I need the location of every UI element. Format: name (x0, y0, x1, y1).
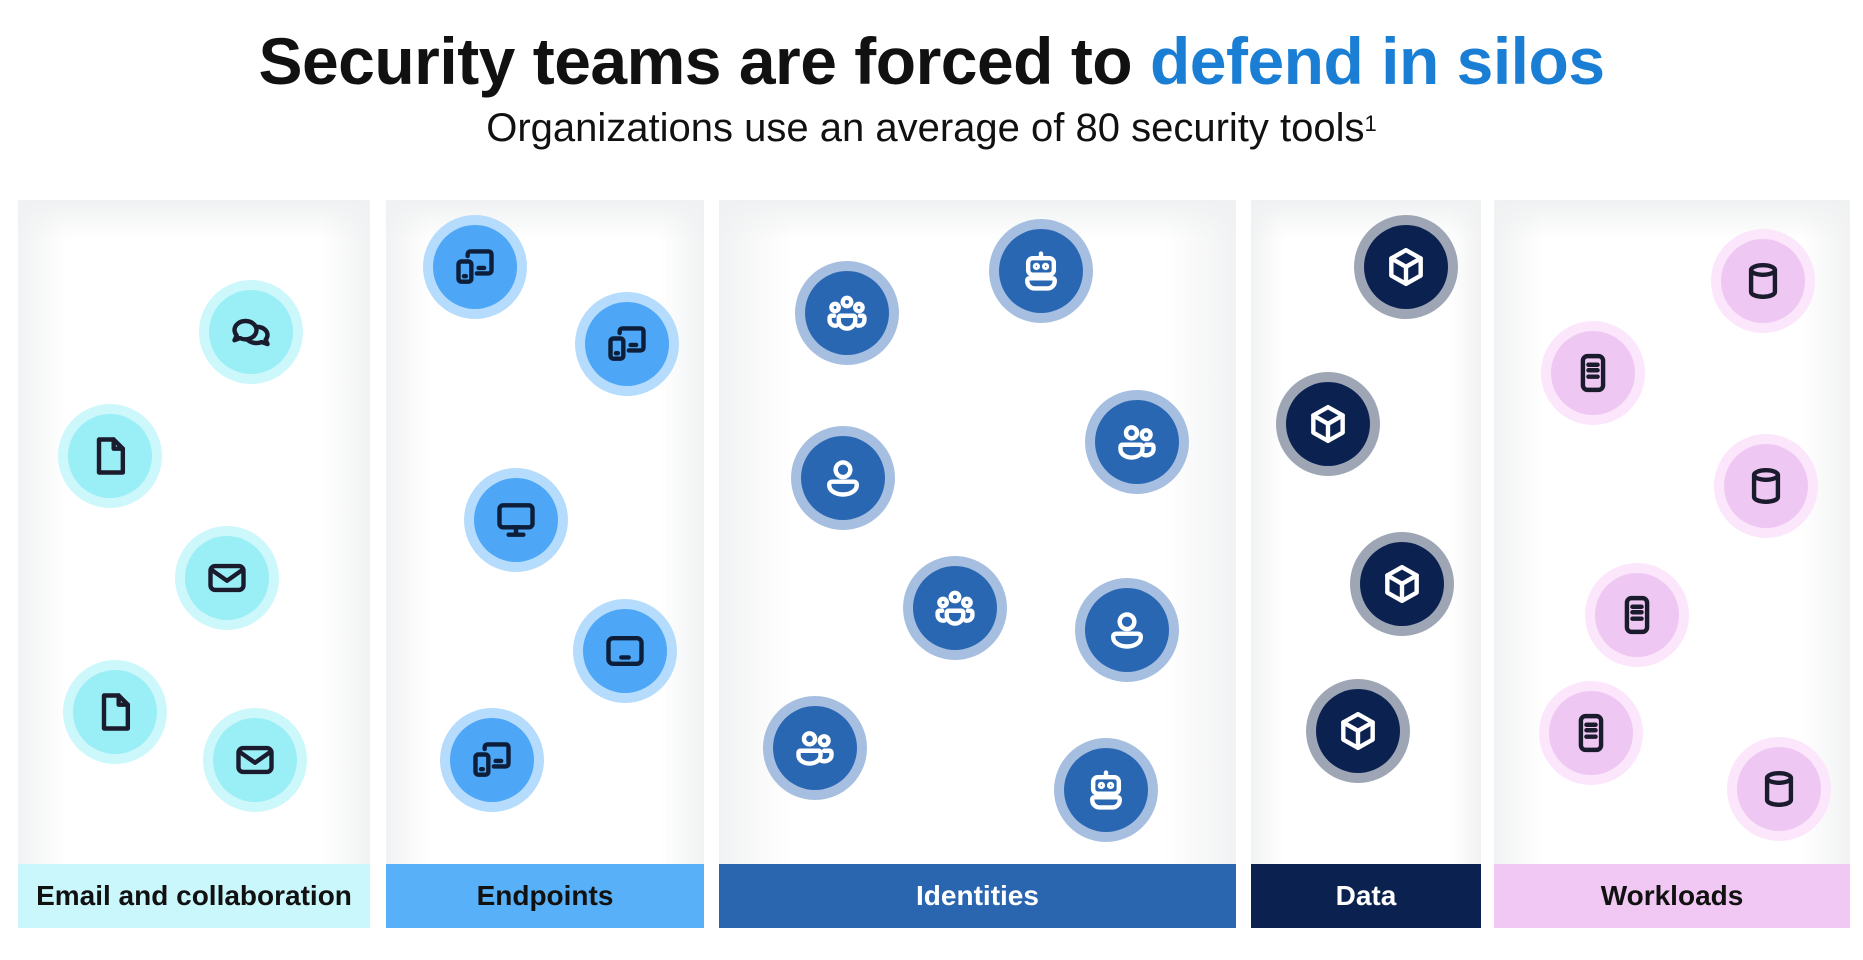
server-icon (1585, 563, 1689, 667)
cube-icon (1306, 679, 1410, 783)
column-label-workloads: Workloads (1494, 864, 1850, 928)
page-subtitle: Organizations use an average of 80 secur… (0, 104, 1863, 152)
tablet-icon (573, 599, 677, 703)
devices-icon (423, 215, 527, 319)
group-icon (795, 261, 899, 365)
cube-icon (1276, 372, 1380, 476)
people-icon (763, 696, 867, 800)
mail-icon (203, 708, 307, 812)
bot-icon (1054, 738, 1158, 842)
devices-icon (440, 708, 544, 812)
title-main: Security teams are forced to (258, 24, 1133, 98)
server-icon (1541, 321, 1645, 425)
column-label-endpoints: Endpoints (386, 864, 704, 928)
column-label-data: Data (1251, 864, 1481, 928)
column-identities: Identities (719, 200, 1236, 928)
subtitle-text: Organizations use an average of 80 secur… (486, 106, 1365, 150)
cube-icon (1350, 532, 1454, 636)
bot-icon (989, 219, 1093, 323)
footnote-marker: 1 (1364, 111, 1377, 136)
devices-icon (575, 292, 679, 396)
monitor-icon (464, 468, 568, 572)
page-title: Security teams are forced to defend in s… (0, 22, 1863, 100)
person-icon (791, 426, 895, 530)
cube-icon (1354, 215, 1458, 319)
person-icon (1075, 578, 1179, 682)
column-label-email: Email and collaboration (18, 864, 370, 928)
title-accent: defend in silos (1149, 24, 1605, 98)
column-endpoints: Endpoints (386, 200, 704, 928)
people-icon (1085, 390, 1189, 494)
column-label-identities: Identities (719, 864, 1236, 928)
database-icon (1711, 229, 1815, 333)
mail-icon (175, 526, 279, 630)
document-icon (63, 660, 167, 764)
document-icon (58, 404, 162, 508)
column-email-collaboration: Email and collaboration (18, 200, 370, 928)
column-data: Data (1251, 200, 1481, 928)
column-panel (18, 200, 370, 864)
column-workloads: Workloads (1494, 200, 1850, 928)
chat-icon (199, 280, 303, 384)
database-icon (1714, 434, 1818, 538)
group-icon (903, 556, 1007, 660)
database-icon (1727, 737, 1831, 841)
server-icon (1539, 681, 1643, 785)
